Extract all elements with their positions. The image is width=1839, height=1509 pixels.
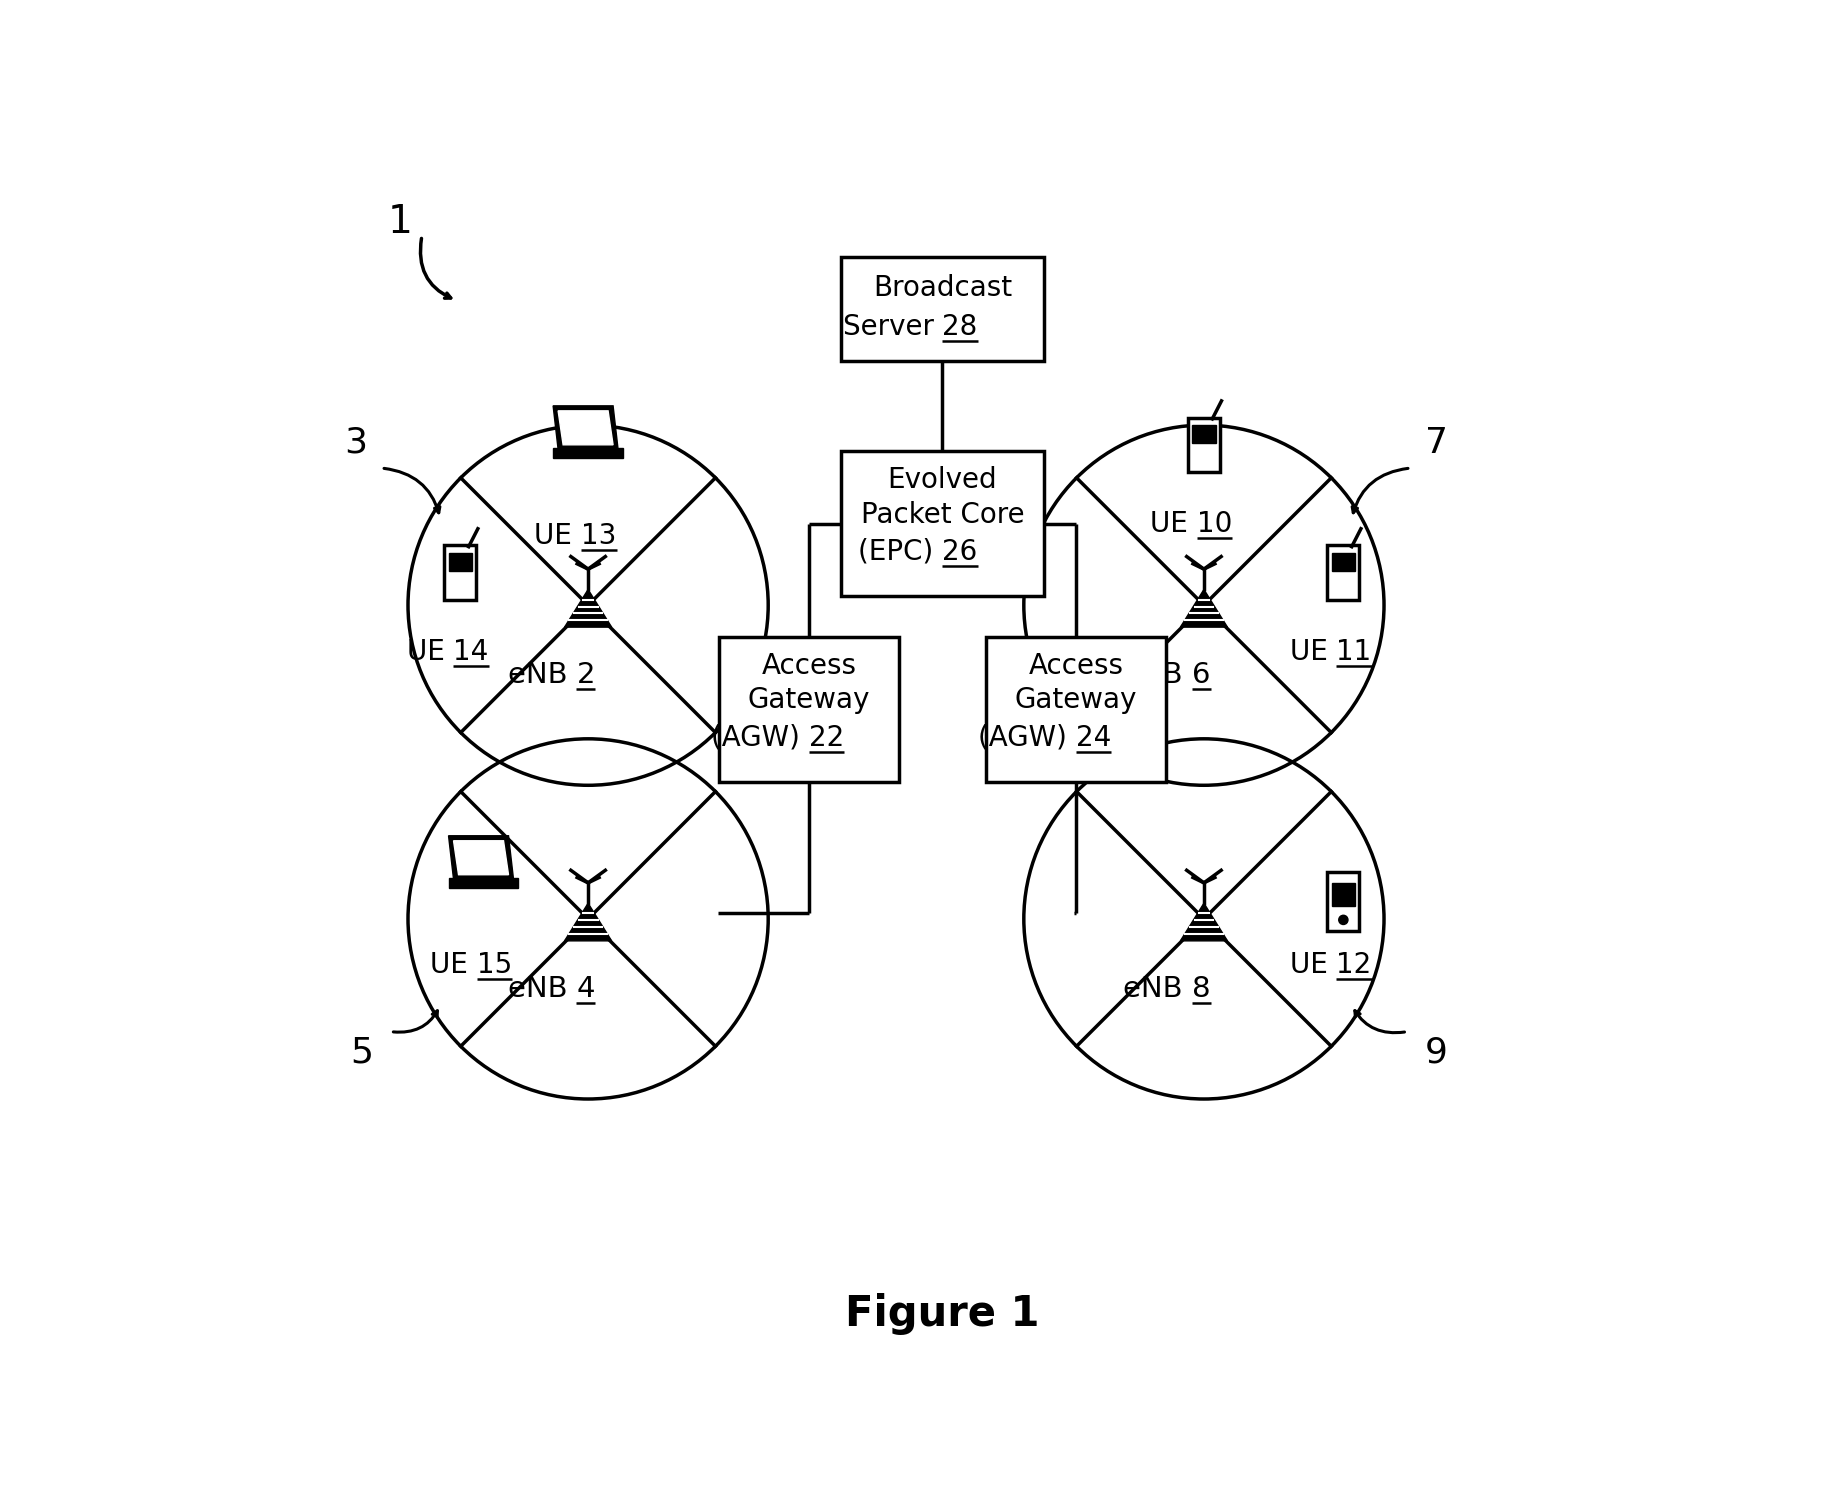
Text: 3: 3 [344,426,368,460]
Bar [1188,418,1219,472]
Polygon shape [554,406,618,450]
Text: 12: 12 [1337,952,1372,979]
Bar [449,552,473,570]
Text: Gateway: Gateway [1015,687,1137,714]
Text: UE: UE [1149,510,1197,537]
Polygon shape [1181,590,1227,628]
Polygon shape [565,904,612,942]
Text: 11: 11 [1337,638,1372,665]
Text: 28: 28 [942,314,978,341]
Text: Broadcast: Broadcast [874,275,1011,302]
Text: eNB: eNB [508,661,576,690]
Bar [449,878,519,887]
Text: 5: 5 [349,1035,373,1070]
Text: UE: UE [1289,952,1337,979]
Text: Access: Access [761,652,857,679]
Text: 13: 13 [581,522,616,549]
Text: Gateway: Gateway [748,687,870,714]
Bar [1331,552,1355,570]
Bar [1192,426,1216,442]
Text: 7: 7 [1425,426,1447,460]
Polygon shape [565,590,612,628]
Text: 6: 6 [1192,661,1210,690]
Text: 2: 2 [576,661,596,690]
Bar [554,448,623,457]
Text: 24: 24 [1076,724,1111,751]
Text: UE: UE [406,638,454,665]
Text: 1: 1 [388,202,412,241]
Text: Packet Core: Packet Core [861,501,1024,528]
Bar [445,545,476,601]
Bar [986,637,1166,782]
Text: 8: 8 [1192,975,1210,1002]
Polygon shape [557,410,612,445]
Bar [840,257,1045,361]
Text: 15: 15 [476,952,511,979]
Text: Figure 1: Figure 1 [846,1293,1039,1335]
Bar [719,637,899,782]
Text: UE: UE [430,952,476,979]
Text: Evolved: Evolved [888,466,997,493]
Text: 4: 4 [576,975,596,1002]
Polygon shape [1181,904,1227,942]
Text: 9: 9 [1425,1035,1447,1070]
Text: UE: UE [535,522,581,549]
Bar [1328,545,1359,601]
Polygon shape [454,841,509,875]
Text: 14: 14 [454,638,489,665]
Text: 10: 10 [1197,510,1232,537]
Text: 26: 26 [942,537,978,566]
Text: eNB: eNB [1124,975,1192,1002]
Text: eNB: eNB [1124,661,1192,690]
Bar [840,451,1045,596]
Text: (EPC): (EPC) [859,537,942,566]
Text: (AGW): (AGW) [978,724,1076,751]
Text: eNB: eNB [508,975,576,1002]
Bar [1328,872,1359,931]
Text: UE: UE [1289,638,1337,665]
Text: (AGW): (AGW) [712,724,809,751]
Text: 22: 22 [809,724,844,751]
Text: Access: Access [1028,652,1124,679]
Bar [1331,883,1355,905]
Circle shape [1339,916,1348,925]
Polygon shape [449,836,513,880]
Text: Server: Server [842,314,942,341]
